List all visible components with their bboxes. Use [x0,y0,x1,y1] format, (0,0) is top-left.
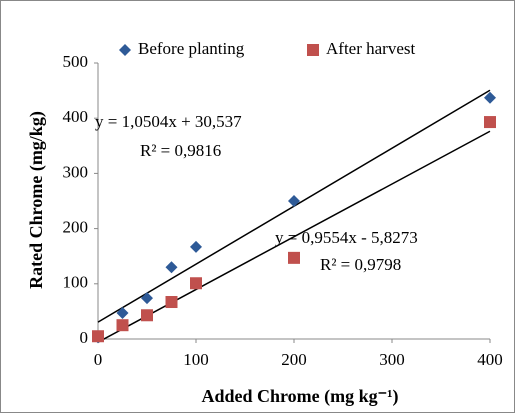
point [288,251,300,264]
trendline-equation: y = 1,0504x + 30,537 [95,112,242,131]
legend-label: After harvest [326,39,415,58]
legend-label: Before planting [138,39,245,58]
trendline-r2: R² = 0,9816 [140,141,221,160]
trendline [97,130,491,343]
x-tick-label: 400 [477,350,503,369]
point [165,261,178,274]
point [165,296,178,309]
y-tick-label: 100 [63,273,89,292]
trendline-r2: R² = 0,9798 [320,255,401,274]
x-tick-label: 300 [379,350,405,369]
y-tick-label: 500 [63,52,89,71]
point [484,116,496,129]
point [190,277,202,290]
point [190,240,202,253]
point [484,91,496,104]
y-tick-label: 400 [63,107,89,126]
x-tick-label: 0 [94,350,103,369]
x-tick-label: 100 [183,350,209,369]
trendline-equation: y = 0,9554x - 5,8273 [275,228,418,247]
y-tick-label: 200 [63,218,89,237]
legend-marker [307,44,319,56]
point [116,307,129,320]
point [141,292,153,305]
y-axis-title: Rated Chrome (mg/kg) [26,111,47,289]
x-tick-label: 200 [281,350,307,369]
point [288,195,300,207]
x-axis-title: Added Chrome (mg kg⁻¹) [201,386,398,407]
y-tick-label: 300 [63,162,89,181]
point [116,319,129,332]
y-tick-label: 0 [80,328,89,347]
point [141,309,153,322]
point [92,330,104,343]
legend-marker [119,44,131,56]
